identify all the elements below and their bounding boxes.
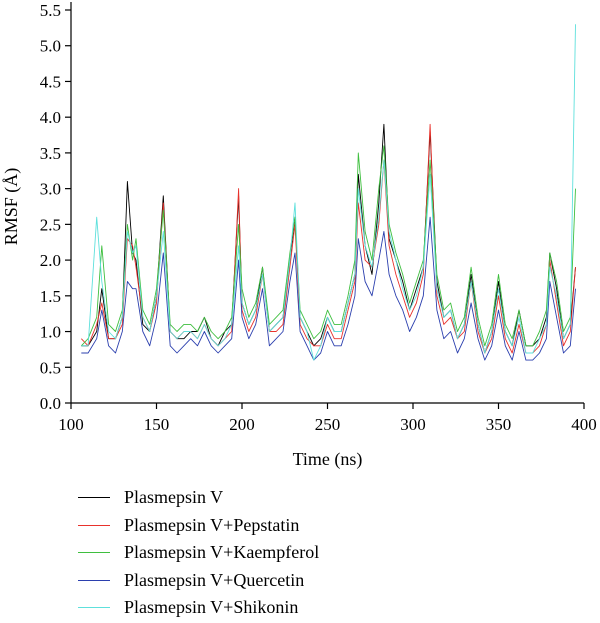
- plot-series-group: [80, 24, 576, 361]
- x-tick-label: 100: [58, 415, 84, 434]
- legend-item: Plasmepsin V: [78, 484, 319, 512]
- legend-swatch: [78, 524, 110, 526]
- y-tick-label: 4.0: [40, 108, 61, 127]
- axes: 100 150 200 250 300 350 400 0.0 0.5 1.0 1.5 2.0 2.5 3…: [40, 1, 597, 434]
- legend-label: Plasmepsin V+Pepstatin: [124, 514, 300, 535]
- x-tick-label: 400: [571, 415, 597, 434]
- legend-item: Plasmepsin V+Shikonin: [78, 594, 319, 622]
- y-tick-label: 3.0: [40, 180, 61, 199]
- legend-swatch: [78, 552, 110, 554]
- x-tick-label: 250: [315, 415, 341, 434]
- y-axis-title: RMSF (Å): [1, 168, 22, 246]
- y-tick-label: 4.5: [40, 72, 61, 91]
- legend-item: Plasmepsin V+Pepstatin: [78, 512, 319, 540]
- x-tick-label: 350: [486, 415, 512, 434]
- legend-label: Plasmepsin V+Shikonin: [124, 597, 299, 618]
- y-tick-label: 2.5: [40, 215, 61, 234]
- series-line-5: [81, 24, 576, 361]
- legend-label: Plasmepsin V: [124, 487, 224, 508]
- x-tick-label: 300: [400, 415, 426, 434]
- series-line-4: [81, 216, 576, 361]
- y-tick-label: 1.0: [40, 323, 61, 342]
- y-tick-label: 3.5: [40, 144, 61, 163]
- legend-swatch: [78, 497, 110, 499]
- y-tick-label: 0.0: [40, 394, 61, 413]
- legend-swatch: [78, 579, 110, 581]
- y-tick-label: 5.0: [40, 37, 61, 56]
- x-axis-title: Time (ns): [293, 449, 363, 470]
- x-tick-label: 200: [229, 415, 255, 434]
- y-tick-label: 2.0: [40, 251, 61, 270]
- legend-item: Plasmepsin V+Quercetin: [78, 567, 319, 595]
- legend: Plasmepsin V Plasmepsin V+Pepstatin Plasme…: [78, 484, 319, 622]
- legend-label: Plasmepsin V+Quercetin: [124, 569, 305, 590]
- y-tick-label: 1.5: [40, 287, 61, 306]
- y-tick-label: 0.5: [40, 358, 61, 377]
- series-line-3: [80, 145, 576, 347]
- x-tick-label: 150: [144, 415, 170, 434]
- legend-item: Plasmepsin V+Kaempferol: [78, 539, 319, 567]
- y-tick-label: 5.5: [40, 1, 61, 20]
- legend-label: Plasmepsin V+Kaempferol: [124, 542, 320, 563]
- legend-swatch: [78, 607, 110, 609]
